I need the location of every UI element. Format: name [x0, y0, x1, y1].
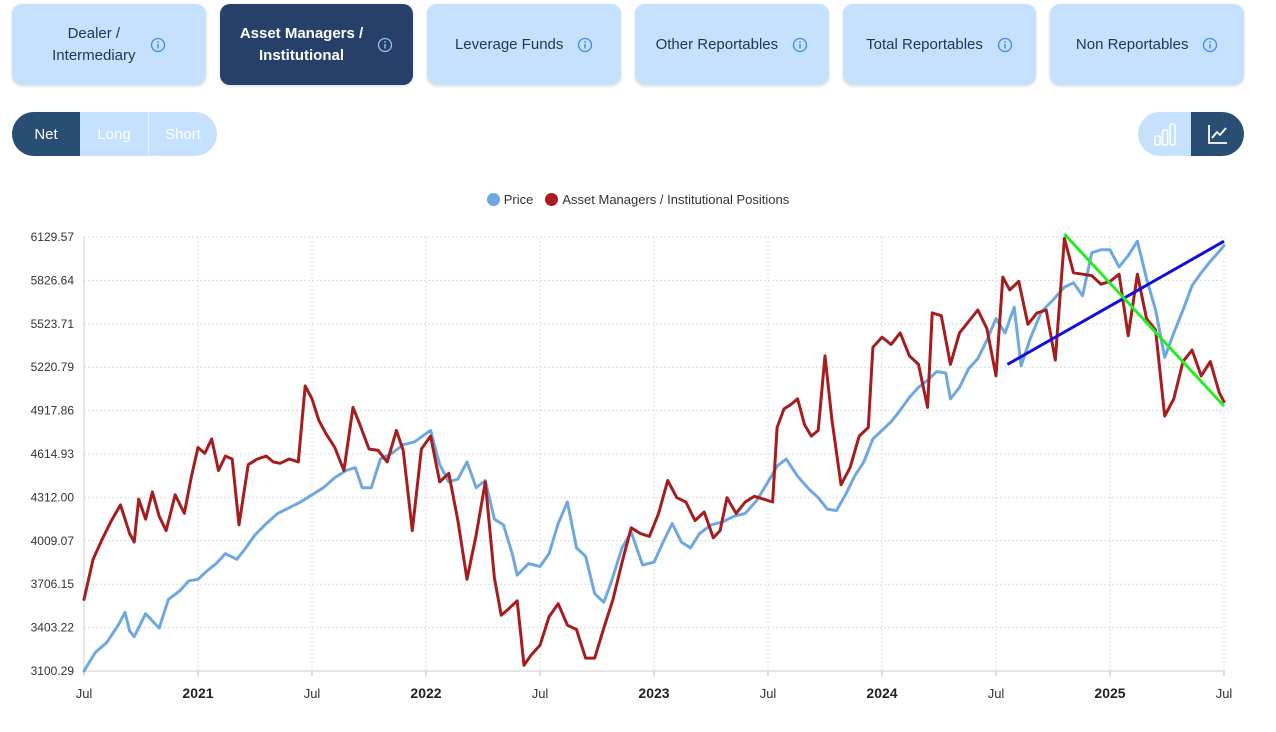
- tab-label: Dealer / Intermediary: [52, 24, 136, 64]
- y-tick-label: 4917.86: [31, 404, 75, 418]
- trend-down-line: [1063, 233, 1226, 408]
- y-tick-label: 5220.79: [31, 360, 75, 374]
- legend-item-positions[interactable]: Asset Managers / Institutional Positions: [545, 192, 789, 207]
- chart-series: [82, 233, 1226, 673]
- x-tick-label: 2024: [866, 685, 897, 701]
- long-button[interactable]: Long: [97, 125, 131, 143]
- tab-other-reportables[interactable]: Other Reportables: [635, 4, 829, 85]
- line-chart-icon: [1207, 125, 1227, 144]
- info-icon[interactable]: [1202, 37, 1218, 53]
- bar-chart-icon: [1153, 123, 1176, 146]
- legend-swatch-price: [486, 193, 500, 206]
- y-tick-label: 4614.93: [31, 447, 75, 461]
- tab-non-reportables[interactable]: Non Reportables: [1050, 4, 1245, 85]
- tab-dealer-intermediary[interactable]: Dealer / Intermediary: [12, 4, 206, 85]
- tab-asset-managers-institutional[interactable]: Asset Managers / Institutional: [219, 4, 414, 85]
- y-axis-ticks: 6129.57 5826.64 5523.71 5220.79 4917.86 4614.…: [31, 230, 75, 678]
- info-icon[interactable]: [577, 37, 593, 53]
- short-button[interactable]: Short: [148, 112, 217, 156]
- trend-up-line: [1006, 239, 1225, 366]
- y-tick-label: 5826.64: [31, 273, 75, 287]
- legend-swatch-positions: [545, 193, 559, 206]
- x-tick-label: 2021: [182, 685, 213, 701]
- y-tick-label: 3403.22: [31, 621, 75, 635]
- x-tick-label: Jul: [532, 686, 549, 701]
- tab-leverage-funds[interactable]: Leverage Funds: [427, 4, 622, 85]
- y-tick-label: 6129.57: [31, 230, 75, 244]
- x-tick-label: Jul: [76, 686, 93, 701]
- info-icon[interactable]: [997, 37, 1013, 53]
- chart-grid: [83, 236, 1225, 676]
- tab-total-reportables[interactable]: Total Reportables: [842, 4, 1037, 85]
- y-tick-label: 5523.71: [31, 317, 75, 331]
- x-tick-label: Jul: [988, 686, 1005, 701]
- positions-series-line: [82, 236, 1226, 667]
- x-tick-label: 2025: [1094, 685, 1125, 701]
- line-chart-button[interactable]: [1191, 112, 1244, 156]
- category-tabs: Dealer / Intermediary Asset Managers / I…: [12, 4, 1245, 85]
- x-tick-label: 2022: [410, 685, 441, 701]
- legend-item-price[interactable]: Price: [486, 192, 534, 207]
- y-tick-label: 4009.07: [31, 534, 75, 548]
- info-icon[interactable]: [377, 37, 393, 53]
- legend-label-positions: Asset Managers / Institutional Positions: [562, 192, 790, 207]
- position-toggle: Net Long Short: [12, 112, 217, 156]
- x-tick-label: Jul: [1216, 686, 1233, 701]
- info-icon[interactable]: [150, 37, 166, 53]
- bar-chart-button[interactable]: [1138, 112, 1191, 156]
- x-tick-label: 2023: [638, 685, 669, 701]
- y-tick-label: 3100.29: [31, 664, 75, 678]
- x-tick-label: Jul: [304, 686, 321, 701]
- tab-label: Total Reportables: [866, 35, 983, 53]
- chart-legend: Price Asset Managers / Institutional Pos…: [0, 192, 1276, 207]
- legend-label-price: Price: [503, 192, 534, 207]
- y-tick-label: 4312.00: [31, 490, 75, 504]
- x-axis-ticks: Jul 2021 Jul 2022 Jul 2023 Jul 2024 Jul 2025 Jul: [76, 685, 1233, 701]
- net-button[interactable]: Net: [12, 112, 80, 156]
- y-tick-label: 3706.15: [31, 577, 75, 591]
- tab-label: Non Reportables: [1075, 35, 1189, 53]
- chart-type-toggle: [1138, 112, 1244, 156]
- tab-label: Asset Managers / Institutional: [239, 24, 364, 64]
- info-icon[interactable]: [792, 37, 808, 53]
- tab-label: Other Reportables: [655, 35, 779, 53]
- x-tick-label: Jul: [760, 686, 777, 701]
- tab-label: Leverage Funds: [454, 35, 564, 53]
